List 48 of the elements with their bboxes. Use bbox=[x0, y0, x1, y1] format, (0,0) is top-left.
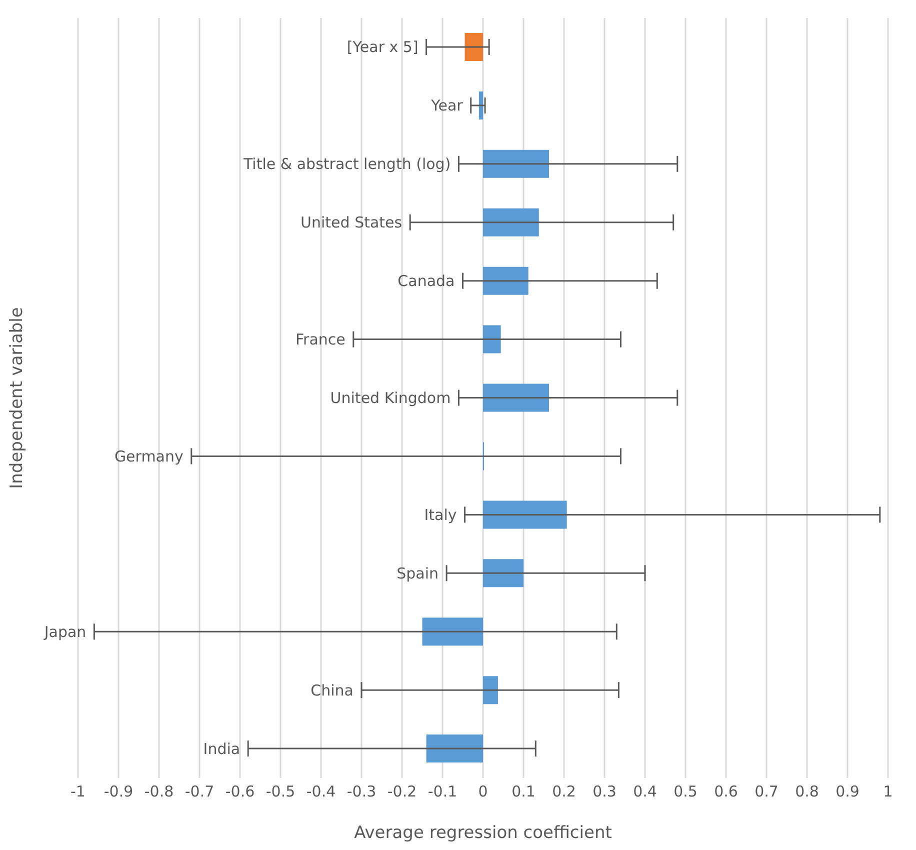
bar bbox=[426, 734, 483, 763]
x-tick-label: 0.1 bbox=[512, 782, 536, 801]
y-tick-label: [Year x 5] bbox=[346, 38, 418, 56]
x-tick-label: -0.1 bbox=[428, 782, 458, 801]
bar bbox=[483, 559, 524, 588]
x-tick-label: -0.5 bbox=[266, 782, 296, 801]
y-tick-label: Canada bbox=[398, 272, 455, 290]
y-tick-label: India bbox=[203, 740, 240, 758]
x-tick-label: -0.6 bbox=[225, 782, 255, 801]
y-tick-label: Title & abstract length (log) bbox=[242, 155, 451, 174]
y-axis-title: Independent variable bbox=[7, 307, 28, 489]
x-tick-label: 0.6 bbox=[714, 782, 738, 801]
x-tick-label: -0.2 bbox=[387, 782, 417, 801]
x-tick-label: -0.4 bbox=[306, 782, 336, 801]
x-tick-label: 0 bbox=[478, 782, 488, 801]
bar bbox=[483, 266, 528, 295]
x-tick-label: 0.8 bbox=[795, 782, 819, 801]
bar bbox=[483, 384, 550, 412]
y-tick-label: United Kingdom bbox=[330, 389, 451, 407]
y-tick-label: China bbox=[310, 681, 354, 700]
x-tick-label: 0.2 bbox=[552, 782, 576, 801]
y-tick-label: Italy bbox=[424, 506, 457, 524]
y-tick-label: United States bbox=[300, 214, 402, 232]
bar bbox=[483, 325, 501, 354]
x-tick-label: -0.8 bbox=[144, 782, 174, 801]
bar bbox=[478, 91, 483, 120]
x-tick-label: 1 bbox=[883, 782, 893, 801]
bar bbox=[483, 150, 550, 178]
y-tick-label: Germany bbox=[114, 447, 184, 466]
y-tick-label: France bbox=[296, 330, 346, 349]
x-tick-label: 0.4 bbox=[633, 782, 657, 801]
bar bbox=[483, 500, 567, 529]
x-tick-label: 0.5 bbox=[674, 782, 698, 801]
bar bbox=[483, 208, 539, 236]
x-tick-label: -0.9 bbox=[104, 782, 134, 801]
x-tick-label: -0.3 bbox=[346, 782, 376, 801]
bar bbox=[422, 618, 483, 646]
y-tick-label: Year bbox=[430, 96, 464, 115]
bar bbox=[483, 676, 498, 704]
y-tick-label: Japan bbox=[43, 622, 86, 641]
x-axis-title: Average regression coefficient bbox=[354, 823, 612, 843]
x-tick-label: 0.3 bbox=[592, 782, 616, 801]
x-tick-label: 0.9 bbox=[836, 782, 860, 801]
bar bbox=[464, 33, 483, 61]
x-tick-label: -1 bbox=[70, 782, 86, 801]
y-tick-label: Spain bbox=[396, 564, 439, 582]
x-tick-label: -0.7 bbox=[184, 782, 214, 801]
x-tick-label: 0.7 bbox=[754, 782, 778, 801]
